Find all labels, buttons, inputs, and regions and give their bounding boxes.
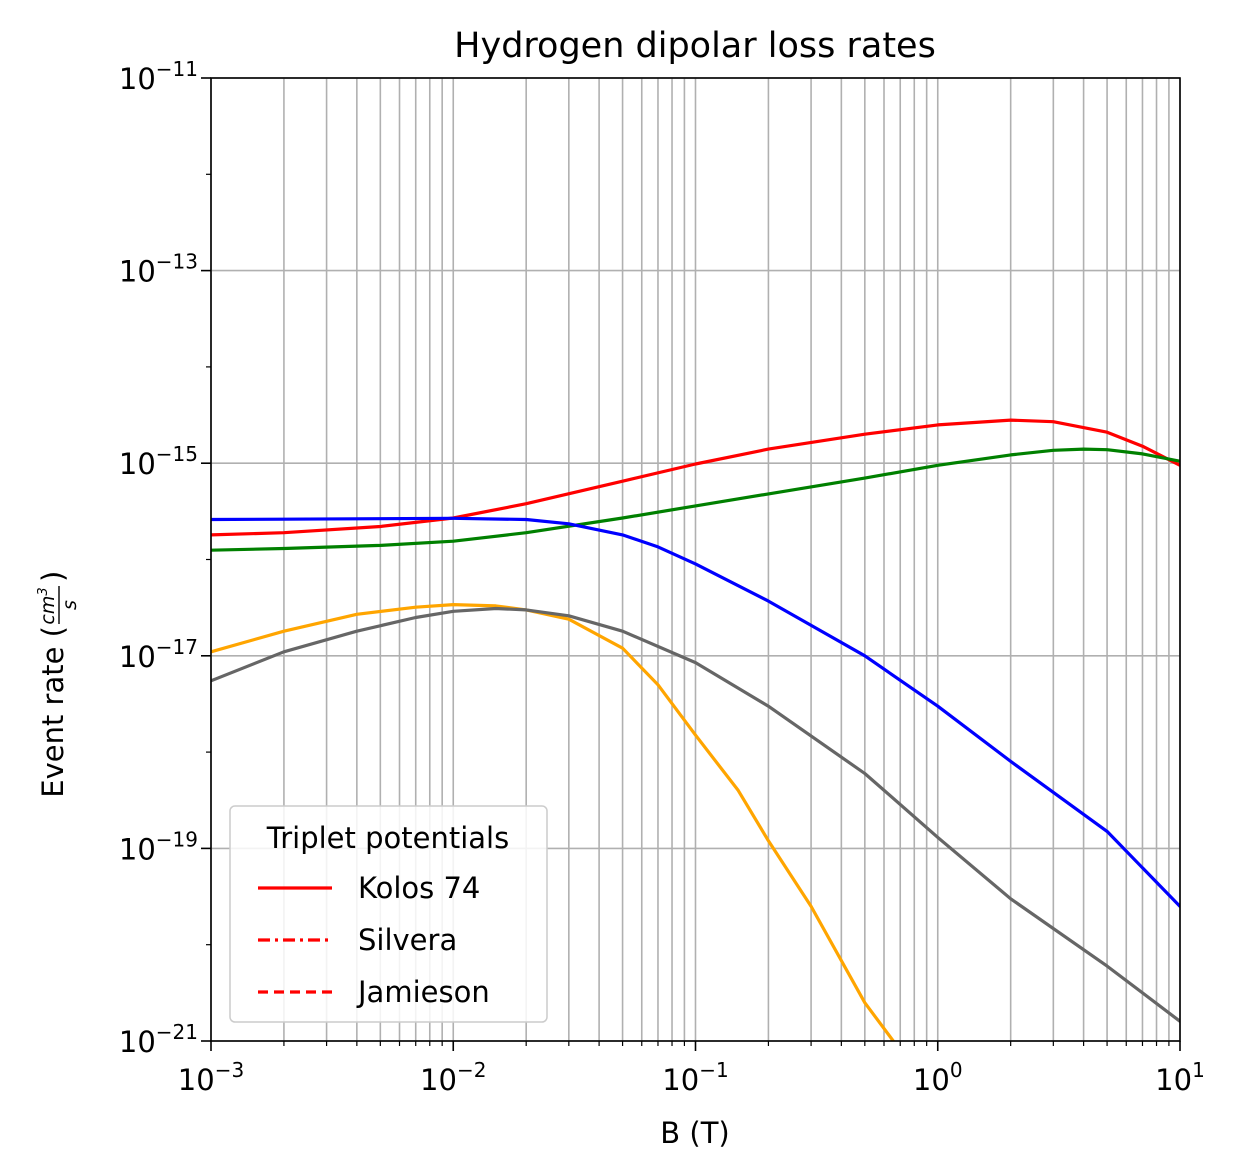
series-line-2	[211, 447, 1180, 552]
axis-ticks	[201, 77, 1181, 1051]
x-tick-label-exponent: −2	[457, 1058, 486, 1082]
series-group	[211, 418, 1180, 1041]
y-tick-label: 10−17	[119, 635, 198, 674]
y-tick-label-base: 10	[119, 255, 156, 289]
y-axis-label-text: Event rate (	[36, 626, 70, 798]
x-tick-label-base: 10	[420, 1063, 457, 1097]
series-line-4	[211, 603, 896, 1041]
x-tick-label-exponent: −1	[699, 1058, 728, 1082]
series-line-3	[211, 516, 1180, 908]
y-tick-label-base: 10	[119, 447, 156, 481]
x-tick-label-base: 10	[178, 1063, 215, 1097]
x-tick-label-exponent: 0	[950, 1058, 963, 1082]
y-tick-label-base: 10	[119, 62, 156, 96]
x-tick-label: 100	[913, 1058, 963, 1097]
legend-label: Silvera	[358, 923, 457, 957]
legend: Triplet potentials Kolos 74 Silvera Jamies…	[229, 805, 548, 1023]
x-tick-labels: 10−3 10−2 10−1 100 101	[178, 1058, 1205, 1097]
x-tick-label-exponent: −3	[215, 1058, 244, 1082]
x-tick-label-base: 10	[1155, 1063, 1192, 1097]
chart-title: Hydrogen dipolar loss rates	[454, 26, 936, 66]
y-tick-label-exponent: −13	[156, 250, 198, 274]
legend-label: Jamieson	[356, 975, 490, 1009]
series-line-5	[211, 606, 1180, 1023]
x-tick-label-base: 10	[662, 1063, 699, 1097]
y-tick-label-base: 10	[119, 1025, 156, 1059]
legend-title: Triplet potentials	[266, 821, 509, 855]
series-line-1	[211, 418, 1180, 537]
y-axis-label-numerator: cm3	[36, 587, 59, 624]
y-tick-label: 10−11	[119, 57, 198, 96]
y-axis-label-close: )	[36, 571, 70, 582]
y-tick-label: 10−15	[119, 442, 198, 481]
y-axis-label-numerator-exp: 3	[36, 587, 51, 595]
y-tick-label-exponent: −17	[156, 635, 198, 659]
x-tick-label: 101	[1155, 1058, 1205, 1097]
legend-box	[229, 805, 548, 1023]
y-tick-label: 10−21	[119, 1020, 198, 1059]
y-tick-label-exponent: −11	[156, 57, 198, 81]
y-tick-label-base: 10	[119, 640, 156, 674]
x-tick-label: 10−3	[178, 1058, 244, 1097]
x-tick-label: 10−2	[420, 1058, 486, 1097]
y-axis-label: Event rate ( cm3 s )	[36, 571, 81, 798]
x-tick-label-base: 10	[913, 1063, 950, 1097]
legend-entries: Kolos 74 Silvera Jamieson	[258, 871, 490, 1009]
y-tick-label-exponent: −19	[156, 827, 198, 851]
y-tick-label: 10−19	[119, 827, 198, 866]
y-tick-label-exponent: −15	[156, 442, 198, 466]
y-axis-label-denominator: s	[59, 600, 81, 610]
y-tick-label-exponent: −21	[156, 1020, 198, 1044]
x-tick-label-exponent: 1	[1192, 1058, 1205, 1082]
x-axis-label: B (T)	[660, 1116, 729, 1150]
y-tick-label: 10−13	[119, 250, 198, 289]
y-axis-label-numerator-base: cm	[37, 596, 59, 625]
legend-label: Kolos 74	[358, 871, 480, 905]
y-tick-label-base: 10	[119, 832, 156, 866]
x-tick-label: 10−1	[662, 1058, 728, 1097]
